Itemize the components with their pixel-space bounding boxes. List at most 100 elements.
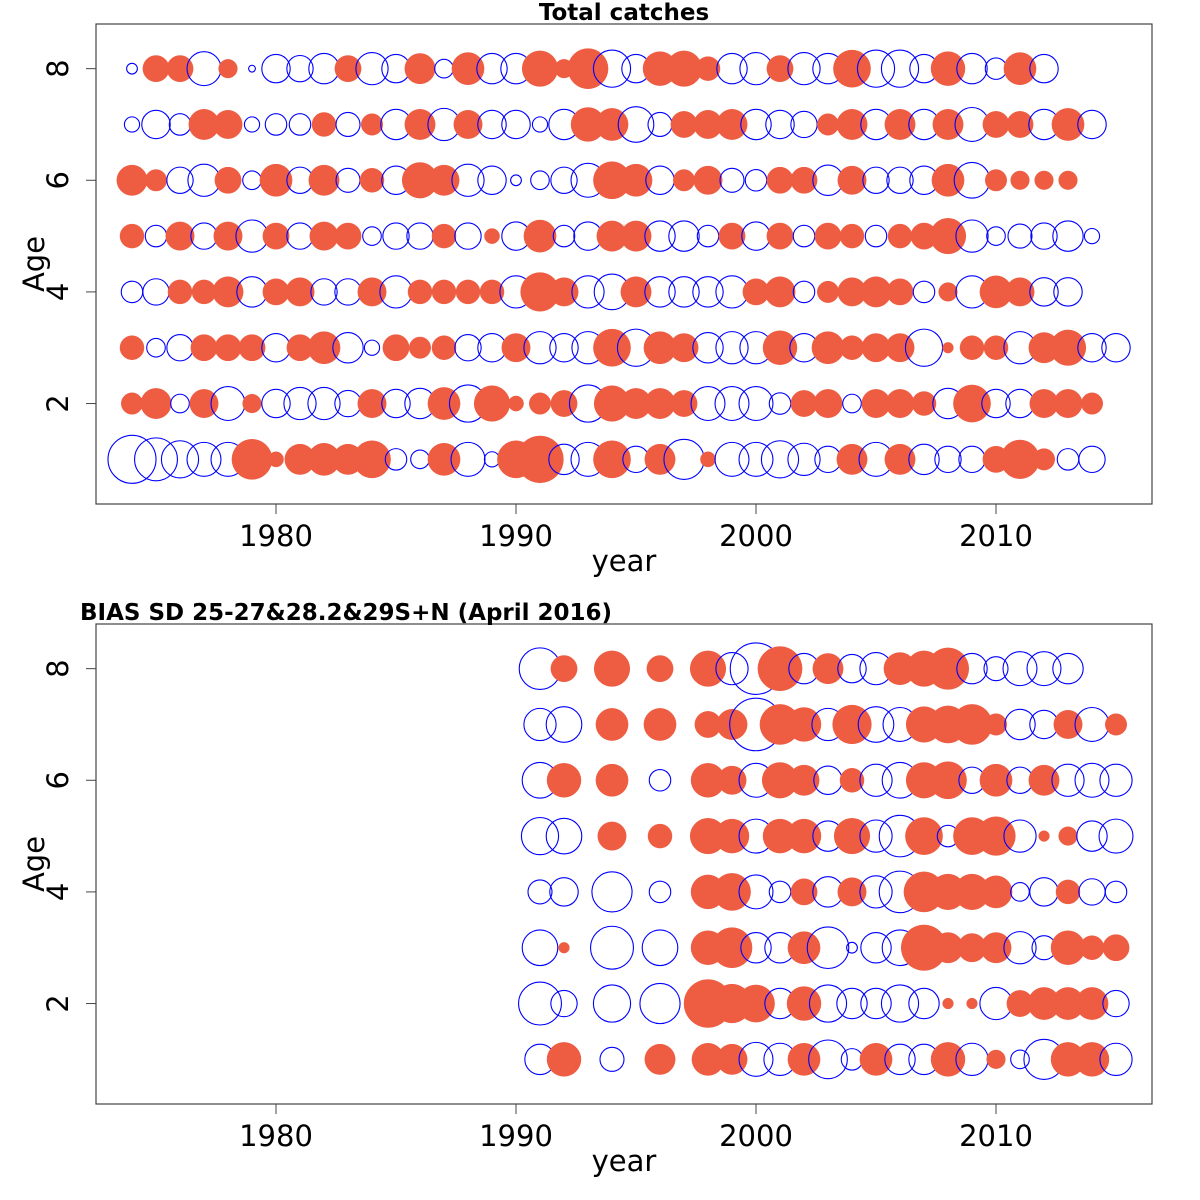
residual-bubble	[1010, 170, 1030, 190]
residual-bubble	[620, 220, 652, 252]
residual-bubble	[986, 1049, 1006, 1069]
residual-bubble	[1038, 830, 1050, 842]
residual-bubble	[545, 706, 583, 743]
total-catches-panel: Total catches 1980 1990 2000 2010 2 4 6 8 year…	[17, 0, 1153, 578]
residual-bubble	[790, 166, 818, 194]
residual-bubble	[885, 389, 915, 418]
residual-bubble	[811, 331, 845, 365]
residual-bubble	[599, 1046, 625, 1072]
residual-bubble	[912, 280, 936, 304]
residual-bubble	[427, 442, 461, 476]
residual-bubble	[696, 224, 720, 248]
x-tick-label: 2000	[719, 519, 793, 553]
residual-bubble	[981, 388, 1011, 419]
residual-bubble	[477, 165, 507, 196]
residual-bubble	[334, 389, 362, 418]
residual-bubble	[886, 278, 914, 306]
residual-bubble	[980, 932, 1012, 964]
y-tick-label: 6	[41, 771, 75, 789]
residual-bubble	[886, 166, 914, 194]
residual-bubble	[307, 331, 341, 365]
residual-bubble	[648, 880, 672, 904]
x-axis: 1980 1990 2000 2010	[239, 504, 1033, 553]
residual-bubble	[715, 331, 749, 365]
residual-bubble	[837, 165, 867, 195]
residual-bubble	[860, 931, 892, 964]
residual-bubble	[593, 328, 631, 367]
residual-bubble	[521, 50, 559, 87]
residual-bubble	[262, 222, 290, 250]
residual-bubble	[976, 816, 1016, 856]
residual-bubble	[140, 388, 172, 419]
residual-bubble	[864, 224, 888, 248]
residual-bubble	[716, 709, 748, 740]
residual-bubble	[619, 163, 653, 197]
residual-bubble	[715, 652, 749, 686]
residual-bubble	[355, 52, 389, 86]
residual-bubble	[979, 875, 1013, 909]
residual-bubble	[766, 55, 794, 83]
residual-bubble	[856, 49, 896, 88]
residual-bubble	[833, 818, 871, 855]
residual-bubble	[334, 222, 362, 250]
x-tick-label: 1980	[239, 1119, 313, 1153]
residual-bubble	[214, 334, 242, 362]
residual-bubble	[310, 278, 338, 306]
residual-bubble	[479, 279, 505, 305]
x-tick-label: 1980	[239, 519, 313, 553]
residual-bubble	[531, 116, 549, 133]
residual-bubble	[550, 166, 578, 194]
y-axis: 2 4 6 8	[41, 659, 96, 1013]
residual-bubble	[1007, 223, 1033, 249]
residual-bubble	[593, 440, 631, 479]
residual-bubble	[884, 109, 916, 140]
residual-bubble	[261, 388, 291, 419]
residual-bubble	[908, 987, 940, 1020]
chart-title: Total catches	[539, 0, 709, 26]
residual-bubble	[985, 169, 1007, 192]
residual-bubble	[476, 52, 508, 85]
residual-bubble	[1102, 989, 1130, 1018]
residual-bubble	[1101, 332, 1131, 363]
residual-bubble	[717, 765, 747, 795]
residual-bubble	[126, 62, 138, 75]
residual-bubble	[1052, 652, 1084, 685]
residual-bubble	[523, 219, 557, 253]
residual-bubble	[453, 110, 483, 139]
residual-bubble	[1079, 935, 1105, 960]
residual-bubble	[792, 280, 816, 304]
residual-bubble	[521, 929, 559, 967]
residual-bubble	[932, 109, 964, 140]
residual-bubble	[119, 223, 145, 249]
residual-bubble	[812, 653, 844, 685]
residual-bubble	[1058, 826, 1078, 846]
residual-bubble	[1105, 713, 1127, 736]
residual-bubble	[958, 445, 986, 474]
residual-bubble	[213, 110, 243, 139]
residual-bubble	[1029, 53, 1059, 84]
residual-bubble	[1074, 1042, 1110, 1077]
residual-bubble	[549, 277, 579, 307]
residual-bubble	[191, 279, 217, 305]
residual-bubble	[142, 278, 170, 306]
residual-bubble	[644, 443, 676, 475]
residual-bubble	[334, 55, 362, 83]
residual-bubble	[592, 49, 632, 88]
y-tick-label: 2	[41, 394, 75, 412]
residual-bubble	[473, 385, 511, 422]
residual-bubble	[167, 279, 193, 305]
residual-bubble	[592, 984, 632, 1023]
residual-bubble	[955, 219, 989, 253]
residual-bubble	[307, 386, 341, 421]
residual-bubble	[552, 224, 576, 248]
residual-bubble	[259, 163, 293, 197]
residual-bubble	[546, 763, 582, 798]
residual-bubble	[689, 650, 727, 687]
residual-bubble	[1010, 882, 1030, 902]
residual-bubble	[451, 163, 485, 197]
plot-frame	[95, 23, 1153, 505]
residual-bubble	[546, 1042, 582, 1077]
residual-bubble	[261, 332, 291, 363]
residual-bubble	[404, 53, 436, 85]
